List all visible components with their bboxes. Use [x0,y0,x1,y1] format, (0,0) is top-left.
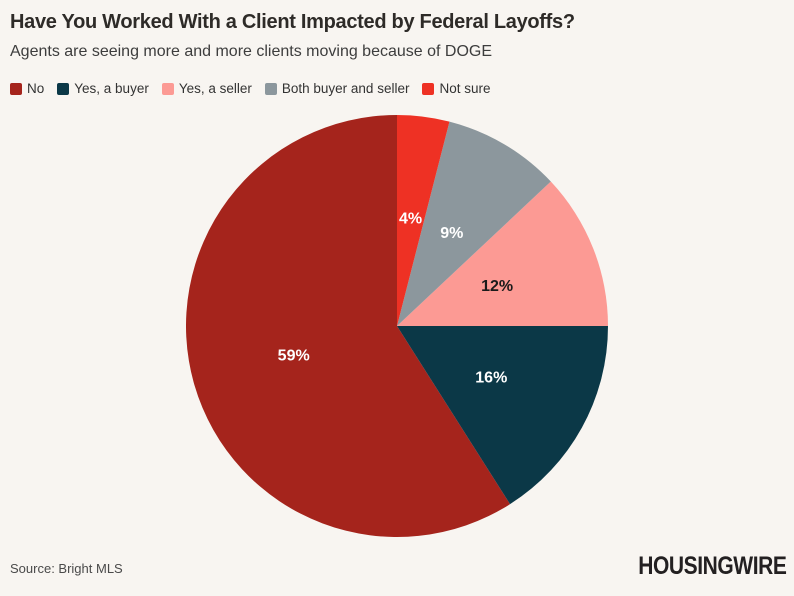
legend: No Yes, a buyer Yes, a seller Both buyer an… [10,81,490,96]
pie-slice-value-label: 16% [475,369,507,386]
legend-swatch-icon [264,82,277,95]
legend-item-yes-a-buyer: Yes, a buyer [57,81,149,96]
legend-item-yes-a-seller: Yes, a seller [161,81,252,96]
pie-slice-both-buyer-and-seller [397,121,551,326]
pie-slice-yes-a-seller [397,181,608,326]
pie-slice-value-label: 9% [440,225,463,242]
pie-chart: 59% 16% 12% 9% 4% [186,115,608,537]
legend-swatch-icon [161,82,174,95]
legend-item-no: No [10,81,44,96]
legend-label: Yes, a seller [178,81,252,96]
legend-swatch-icon [422,82,435,95]
housingwire-logo: HOUSINGWIRE [637,552,787,580]
legend-item-not-sure: Not sure [422,81,490,96]
legend-swatch-icon [57,82,70,95]
legend-label: Both buyer and seller [281,81,410,96]
pie-slice-not-sure [397,115,450,326]
chart-subtitle: Agents are seeing more and more clients … [10,43,493,60]
legend-label: Yes, a buyer [74,81,149,96]
pie-slice-value-label: 59% [278,348,310,365]
legend-swatch-icon [10,82,22,95]
page-title: Have You Worked With a Client Impacted b… [10,11,575,33]
source-note: Source: Bright MLS [10,561,123,576]
legend-label: Not sure [439,81,491,96]
pie-slice-no [186,115,511,537]
pie-slice-value-label: 12% [481,278,513,295]
legend-item-both-buyer-and-seller: Both buyer and seller [264,81,410,96]
pie-slice-yes-a-buyer [397,326,608,505]
pie-slice-value-label: 4% [399,211,422,228]
legend-label: No [27,81,45,96]
